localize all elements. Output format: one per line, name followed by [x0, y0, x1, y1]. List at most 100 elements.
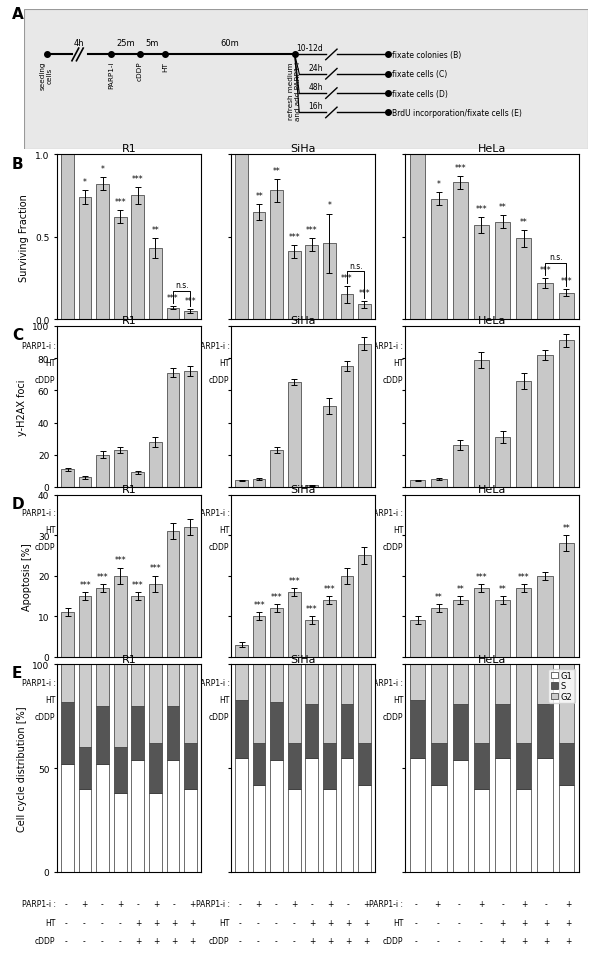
- Text: +: +: [345, 936, 351, 946]
- Text: -: -: [293, 376, 295, 385]
- Text: -: -: [415, 936, 417, 946]
- Text: +: +: [171, 695, 177, 704]
- Text: -: -: [415, 341, 417, 350]
- Bar: [358, 665, 371, 743]
- Text: 48h: 48h: [308, 83, 323, 92]
- Bar: [538, 576, 553, 657]
- Text: -: -: [415, 695, 417, 704]
- Bar: [184, 371, 197, 487]
- Bar: [358, 344, 371, 487]
- Text: +: +: [434, 678, 441, 687]
- Text: -: -: [257, 525, 259, 534]
- Bar: [235, 665, 248, 700]
- Text: ***: ***: [149, 564, 161, 573]
- Legend: G1, S, G2: G1, S, G2: [548, 669, 575, 703]
- Text: -: -: [275, 509, 277, 517]
- Bar: [149, 794, 161, 872]
- Title: HeLa: HeLa: [478, 654, 506, 664]
- Text: +: +: [255, 509, 261, 517]
- Text: -: -: [502, 525, 504, 534]
- Bar: [474, 360, 489, 487]
- Text: +: +: [273, 695, 279, 704]
- Text: PARP1-i :: PARP1-i :: [369, 341, 403, 350]
- Title: R1: R1: [122, 316, 136, 326]
- Text: +: +: [521, 918, 528, 926]
- Text: +: +: [309, 376, 315, 385]
- Text: +: +: [189, 918, 195, 926]
- Bar: [288, 665, 301, 743]
- Text: **: **: [255, 191, 263, 201]
- Bar: [516, 789, 532, 872]
- Text: -: -: [458, 376, 461, 385]
- Text: -: -: [480, 542, 482, 551]
- Text: -: -: [239, 542, 241, 551]
- Text: +: +: [478, 341, 484, 350]
- Text: +: +: [291, 341, 297, 350]
- Text: ***: ***: [97, 572, 109, 581]
- Text: -: -: [480, 936, 482, 946]
- Text: +: +: [153, 542, 159, 551]
- Text: A: A: [12, 7, 24, 21]
- Text: 5m: 5m: [146, 39, 159, 47]
- Bar: [559, 743, 574, 785]
- Text: -: -: [329, 525, 331, 534]
- Text: -: -: [293, 712, 295, 721]
- Text: -: -: [119, 376, 121, 385]
- Bar: [288, 383, 301, 487]
- Text: -: -: [293, 918, 295, 926]
- Bar: [431, 785, 446, 872]
- Bar: [410, 665, 425, 700]
- Text: -: -: [480, 712, 482, 721]
- Title: SiHa: SiHa: [290, 654, 316, 664]
- Text: -: -: [101, 509, 103, 517]
- Text: -: -: [239, 509, 241, 517]
- Text: +: +: [309, 542, 315, 551]
- Text: +: +: [500, 936, 506, 946]
- Bar: [149, 743, 161, 794]
- Bar: [323, 789, 335, 872]
- Bar: [495, 704, 510, 758]
- Bar: [516, 588, 532, 657]
- Text: +: +: [345, 376, 351, 385]
- Text: -: -: [257, 918, 259, 926]
- Text: +: +: [478, 678, 484, 687]
- Text: -: -: [137, 509, 139, 517]
- Text: -: -: [83, 525, 85, 534]
- Text: ***: ***: [539, 266, 551, 274]
- Text: -: -: [101, 936, 103, 946]
- Text: +: +: [327, 936, 333, 946]
- Y-axis label: Cell cycle distribution [%]: Cell cycle distribution [%]: [17, 705, 26, 831]
- Text: -: -: [293, 542, 295, 551]
- Text: HT: HT: [393, 359, 403, 367]
- Text: -: -: [275, 918, 277, 926]
- Bar: [79, 596, 91, 657]
- Bar: [559, 785, 574, 872]
- Text: n.s.: n.s.: [349, 262, 362, 270]
- Text: -: -: [311, 341, 313, 350]
- Bar: [358, 743, 371, 785]
- Bar: [131, 473, 144, 487]
- Text: +: +: [345, 695, 351, 704]
- Bar: [235, 481, 248, 487]
- Text: ***: ***: [560, 277, 572, 286]
- Text: +: +: [363, 695, 369, 704]
- Text: cDDP: cDDP: [137, 62, 143, 81]
- Text: +: +: [153, 918, 159, 926]
- Text: PARP1-i :: PARP1-i :: [22, 341, 56, 350]
- Text: +: +: [543, 359, 550, 367]
- Text: **: **: [456, 584, 464, 593]
- Text: +: +: [327, 509, 333, 517]
- Text: +: +: [543, 695, 550, 704]
- Text: HT: HT: [162, 62, 168, 72]
- Bar: [149, 443, 161, 487]
- Text: -: -: [275, 899, 277, 908]
- Text: -: -: [119, 936, 121, 946]
- Text: HT: HT: [45, 359, 56, 367]
- Text: **: **: [273, 167, 281, 175]
- Bar: [149, 584, 161, 657]
- Text: +: +: [521, 678, 528, 687]
- Text: +: +: [171, 918, 177, 926]
- Text: +: +: [434, 899, 441, 908]
- Text: +: +: [135, 712, 141, 721]
- Text: +: +: [291, 509, 297, 517]
